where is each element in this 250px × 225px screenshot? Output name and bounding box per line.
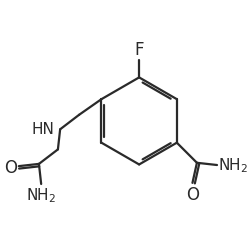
Text: NH$_2$: NH$_2$ bbox=[217, 156, 247, 175]
Text: F: F bbox=[134, 40, 143, 58]
Text: HN: HN bbox=[32, 121, 54, 136]
Text: O: O bbox=[4, 159, 17, 176]
Text: O: O bbox=[185, 185, 198, 203]
Text: NH$_2$: NH$_2$ bbox=[26, 186, 56, 205]
